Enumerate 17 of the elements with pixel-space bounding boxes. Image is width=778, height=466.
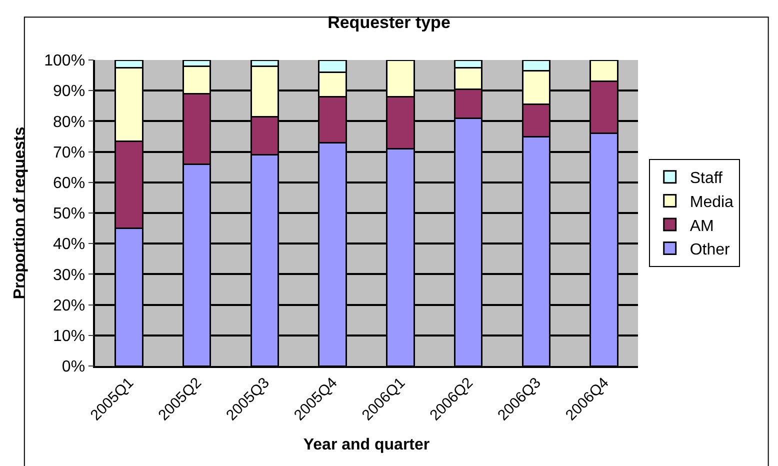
- legend-label: AM: [690, 218, 714, 235]
- y-tick-label: 70%: [53, 144, 86, 162]
- y-tick-label: 90%: [53, 83, 86, 100]
- legend-label: Other: [690, 242, 731, 259]
- y-tick-label: 40%: [53, 236, 86, 254]
- x-axis-title: Year and quarter: [303, 436, 430, 454]
- y-tick-label: 30%: [53, 266, 86, 284]
- y-tick-label: 80%: [53, 114, 86, 131]
- y-tick-label: 20%: [53, 297, 86, 314]
- legend-label: Staff: [690, 170, 724, 188]
- y-tick-label: 10%: [53, 328, 86, 345]
- y-tick-label: 60%: [53, 175, 86, 192]
- y-tick-label: 100%: [44, 52, 86, 70]
- chart-title: Requester type: [328, 13, 450, 32]
- y-tick-label: 0%: [62, 358, 86, 376]
- legend-label: Media: [690, 194, 734, 211]
- y-tick-label: 50%: [53, 206, 86, 223]
